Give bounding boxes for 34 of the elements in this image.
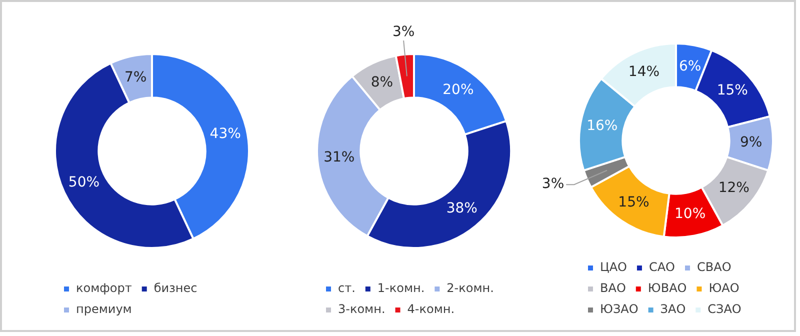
legend-label: премиум <box>76 302 132 316</box>
data-label: 9% <box>740 134 762 150</box>
legend-label: СВАО <box>697 260 732 274</box>
legend-label: 2-комн. <box>446 281 494 296</box>
legend-label: 3-комн. <box>338 302 386 316</box>
legend-label: ЗАО <box>660 302 686 316</box>
legend-label: ЮЗАО <box>600 302 638 316</box>
data-label: 43% <box>210 126 241 142</box>
data-label: 8% <box>370 74 394 91</box>
legend-label: СЗАО <box>708 302 742 316</box>
data-label: 7% <box>124 69 147 86</box>
legend-label: 1-комн. <box>377 281 425 296</box>
data-label: 15% <box>716 82 748 98</box>
legend-label: ст. <box>338 281 356 296</box>
data-label: 10% <box>674 206 706 222</box>
data-label: 50% <box>68 174 100 191</box>
data-label: 20% <box>442 82 474 98</box>
data-label: 14% <box>628 64 660 80</box>
data-label: 6% <box>678 58 702 74</box>
data-label: 38% <box>446 200 478 217</box>
data-label: 31% <box>324 150 355 166</box>
data-label: 12% <box>718 180 750 196</box>
legend-label: 4-комн. <box>407 302 455 316</box>
data-label: 15% <box>618 194 650 210</box>
legend-label: ЮАО <box>708 281 740 296</box>
legend-label: бизнес <box>154 281 198 296</box>
legend-label: комфорт <box>76 281 132 296</box>
data-label: 3% <box>542 176 564 192</box>
legend-label: ВАО <box>600 281 626 296</box>
legend-label: САО <box>648 260 676 274</box>
legend-label: ЮВАО <box>648 281 687 296</box>
data-label: 16% <box>586 118 618 134</box>
data-label: 3% <box>392 24 415 40</box>
legend-label: ЦАО <box>600 260 627 274</box>
